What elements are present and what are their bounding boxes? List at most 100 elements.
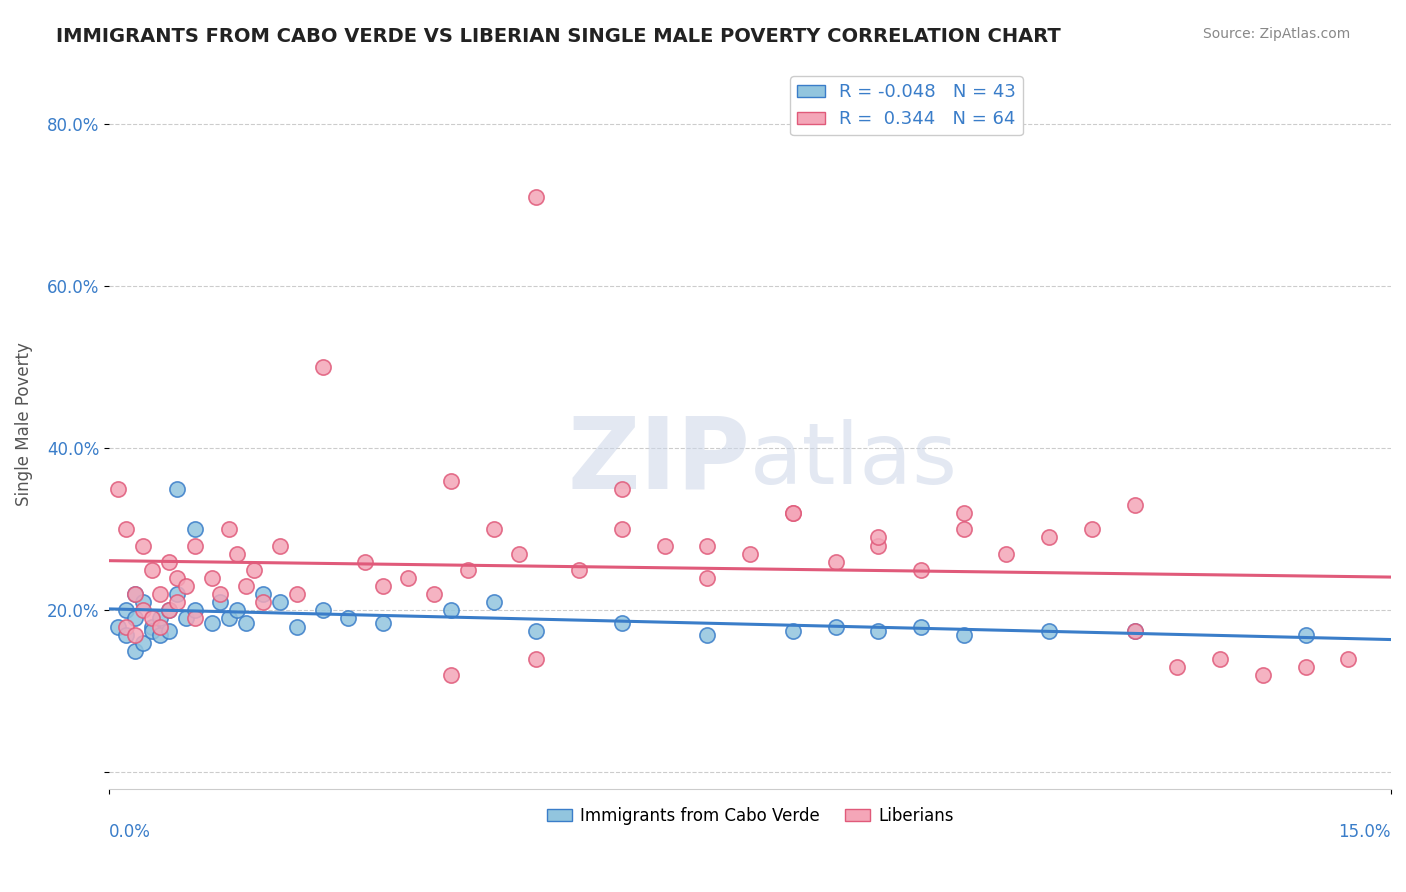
Point xyxy=(115,522,138,536)
Point xyxy=(183,539,205,553)
Point xyxy=(132,603,155,617)
Point xyxy=(235,615,257,630)
Point xyxy=(354,555,377,569)
Point xyxy=(782,506,804,520)
Point xyxy=(174,611,197,625)
Point xyxy=(654,539,676,553)
Point xyxy=(1337,652,1360,666)
Text: atlas: atlas xyxy=(749,419,957,502)
Point xyxy=(218,522,240,536)
Legend: Immigrants from Cabo Verde, Liberians: Immigrants from Cabo Verde, Liberians xyxy=(540,800,960,831)
Point xyxy=(995,547,1018,561)
Point xyxy=(107,482,129,496)
Point xyxy=(526,652,548,666)
Point xyxy=(157,603,180,617)
Point xyxy=(696,571,718,585)
Text: IMMIGRANTS FROM CABO VERDE VS LIBERIAN SINGLE MALE POVERTY CORRELATION CHART: IMMIGRANTS FROM CABO VERDE VS LIBERIAN S… xyxy=(56,27,1062,45)
Point xyxy=(526,624,548,638)
Point xyxy=(457,563,479,577)
Point xyxy=(124,587,146,601)
Point xyxy=(226,547,249,561)
Point xyxy=(952,628,974,642)
Point xyxy=(423,587,446,601)
Y-axis label: Single Male Poverty: Single Male Poverty xyxy=(15,343,32,506)
Point xyxy=(1166,660,1188,674)
Point xyxy=(1123,498,1146,512)
Point xyxy=(952,522,974,536)
Point xyxy=(124,587,146,601)
Point xyxy=(149,619,172,633)
Point xyxy=(141,563,163,577)
Point xyxy=(508,547,530,561)
Point xyxy=(738,547,761,561)
Point xyxy=(910,563,932,577)
Point xyxy=(157,624,180,638)
Point xyxy=(610,615,633,630)
Point xyxy=(107,619,129,633)
Point xyxy=(141,619,163,633)
Point xyxy=(824,619,846,633)
Point xyxy=(124,628,146,642)
Point xyxy=(132,636,155,650)
Point xyxy=(482,595,505,609)
Point xyxy=(482,522,505,536)
Point xyxy=(183,611,205,625)
Point xyxy=(526,190,548,204)
Point xyxy=(149,628,172,642)
Point xyxy=(218,611,240,625)
Point xyxy=(269,595,291,609)
Point xyxy=(149,611,172,625)
Point xyxy=(868,624,890,638)
Point xyxy=(201,571,224,585)
Point xyxy=(209,595,232,609)
Point xyxy=(824,555,846,569)
Text: Source: ZipAtlas.com: Source: ZipAtlas.com xyxy=(1202,27,1350,41)
Point xyxy=(1251,668,1274,682)
Text: 0.0%: 0.0% xyxy=(110,823,150,841)
Point xyxy=(285,619,308,633)
Point xyxy=(183,603,205,617)
Point xyxy=(115,603,138,617)
Text: 15.0%: 15.0% xyxy=(1339,823,1391,841)
Point xyxy=(166,571,188,585)
Point xyxy=(440,603,463,617)
Point xyxy=(174,579,197,593)
Point xyxy=(226,603,249,617)
Point xyxy=(610,482,633,496)
Point xyxy=(337,611,360,625)
Point xyxy=(149,587,172,601)
Point xyxy=(440,474,463,488)
Point xyxy=(209,587,232,601)
Point xyxy=(371,579,394,593)
Point xyxy=(157,555,180,569)
Point xyxy=(782,506,804,520)
Point xyxy=(1295,628,1317,642)
Point xyxy=(124,611,146,625)
Point xyxy=(1209,652,1232,666)
Point xyxy=(243,563,266,577)
Point xyxy=(141,611,163,625)
Point xyxy=(371,615,394,630)
Point xyxy=(868,539,890,553)
Point xyxy=(1123,624,1146,638)
Point xyxy=(696,539,718,553)
Point xyxy=(166,595,188,609)
Point xyxy=(396,571,419,585)
Point xyxy=(568,563,591,577)
Point xyxy=(115,619,138,633)
Point xyxy=(312,603,335,617)
Point xyxy=(157,603,180,617)
Point xyxy=(201,615,224,630)
Point xyxy=(1038,531,1060,545)
Text: ZIP: ZIP xyxy=(567,412,749,509)
Point xyxy=(312,360,335,375)
Point xyxy=(252,595,274,609)
Point xyxy=(252,587,274,601)
Point xyxy=(124,644,146,658)
Point xyxy=(1081,522,1104,536)
Point xyxy=(132,539,155,553)
Point xyxy=(1123,624,1146,638)
Point xyxy=(235,579,257,593)
Point xyxy=(868,531,890,545)
Point xyxy=(166,587,188,601)
